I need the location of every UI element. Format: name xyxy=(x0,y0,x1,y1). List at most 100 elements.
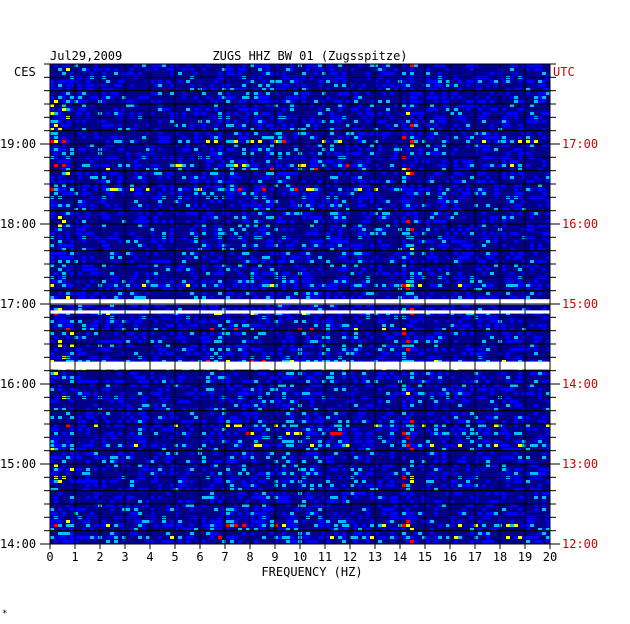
spectrogram-cell xyxy=(246,424,250,427)
spectrogram-cell xyxy=(270,72,274,75)
spectrogram-cell xyxy=(66,68,70,71)
spectrogram-cell xyxy=(266,208,270,211)
spectrogram-cell xyxy=(414,112,418,115)
spectrogram-cell xyxy=(338,424,342,427)
spectrogram-cell xyxy=(222,172,226,175)
spectrogram-cell xyxy=(182,400,186,403)
spectrogram-cell xyxy=(266,392,270,395)
spectrogram-cell xyxy=(306,340,310,343)
spectrogram-cell xyxy=(430,212,434,215)
spectrogram-cell xyxy=(438,340,442,343)
spectrogram-cell xyxy=(202,124,206,127)
spectrogram-cell xyxy=(78,204,82,207)
spectrogram-cell xyxy=(486,360,490,363)
spectrogram-cell xyxy=(434,384,438,387)
spectrogram-cell xyxy=(502,176,506,179)
spectrogram-cell xyxy=(354,332,358,335)
spectrogram-cell xyxy=(370,344,374,347)
spectrogram-cell xyxy=(318,68,322,71)
spectrogram-cell xyxy=(454,392,458,395)
spectrogram-cell xyxy=(74,128,78,131)
spectrogram-cell xyxy=(226,424,230,427)
spectrogram-cell xyxy=(470,428,474,431)
spectrogram-cell xyxy=(318,440,322,443)
spectrogram-cell xyxy=(342,372,346,375)
spectrogram-cell xyxy=(50,252,54,255)
spectrogram-cell xyxy=(282,136,286,139)
spectrogram-cell xyxy=(290,108,294,111)
spectrogram-cell xyxy=(518,360,522,363)
spectrogram-cell xyxy=(78,148,82,151)
spectrogram-cell xyxy=(154,424,158,427)
spectrogram-cell xyxy=(290,192,294,195)
spectrogram-cell xyxy=(434,228,438,231)
spectrogram-cell xyxy=(246,412,250,415)
spectrogram-cell xyxy=(326,140,330,143)
spectrogram-cell xyxy=(322,100,326,103)
spectrogram-cell xyxy=(214,304,218,307)
spectrogram-cell xyxy=(346,148,350,151)
spectrogram-cell xyxy=(94,136,98,139)
spectrogram-cell xyxy=(482,260,486,263)
spectrogram-cell xyxy=(310,424,314,427)
spectrogram-cell xyxy=(250,424,254,427)
spectrogram-cell xyxy=(262,120,266,123)
spectrogram-cell xyxy=(166,68,170,71)
spectrogram-cell xyxy=(426,440,430,443)
spectrogram-cell xyxy=(242,148,246,151)
spectrogram-cell xyxy=(282,408,286,411)
spectrogram-cell xyxy=(142,220,146,223)
spectrogram-cell xyxy=(234,216,238,219)
spectrogram-cell xyxy=(330,204,334,207)
spectrogram-cell xyxy=(482,168,486,171)
spectrogram-cell xyxy=(470,380,474,383)
spectrogram-cell xyxy=(454,232,458,235)
spectrogram-cell xyxy=(358,164,362,167)
spectrogram-cell xyxy=(402,184,406,187)
spectrogram-cell xyxy=(374,292,378,295)
spectrogram-cell xyxy=(82,392,86,395)
spectrogram-cell xyxy=(478,348,482,351)
spectrogram-cell xyxy=(54,88,58,91)
spectrogram-cell xyxy=(402,260,406,263)
spectrogram-cell xyxy=(346,152,350,155)
spectrogram-cell xyxy=(402,80,406,83)
spectrogram-cell xyxy=(114,172,118,175)
spectrogram-cell xyxy=(162,232,166,235)
spectrogram-cell xyxy=(210,388,214,391)
spectrogram-cell xyxy=(82,228,86,231)
spectrogram-cell xyxy=(426,88,430,91)
spectrogram-cell xyxy=(158,204,162,207)
spectrogram-cell xyxy=(454,124,458,127)
spectrogram-cell xyxy=(446,84,450,87)
spectrogram-cell xyxy=(74,232,78,235)
spectrogram-cell xyxy=(282,404,286,407)
spectrogram-cell xyxy=(262,144,266,147)
spectrogram-cell xyxy=(102,440,106,443)
spectrogram-cell xyxy=(210,280,214,283)
spectrogram-cell xyxy=(286,84,290,87)
spectrogram-cell xyxy=(150,144,154,147)
spectrogram-cell xyxy=(194,176,198,179)
spectrogram-cell xyxy=(186,140,190,143)
spectrogram-cell xyxy=(86,360,90,363)
spectrogram-cell xyxy=(514,288,518,291)
spectrogram-cell xyxy=(130,68,134,71)
spectrogram-cell xyxy=(130,112,134,115)
spectrogram-cell xyxy=(546,212,550,215)
spectrogram-cell xyxy=(90,452,94,455)
spectrogram-cell xyxy=(174,144,178,147)
spectrogram-cell xyxy=(102,100,106,103)
spectrogram-cell xyxy=(510,348,514,351)
spectrogram-cell xyxy=(514,192,518,195)
spectrogram-cell xyxy=(226,244,230,247)
spectrogram-cell xyxy=(278,264,282,267)
spectrogram-cell xyxy=(162,240,166,243)
spectrogram-cell xyxy=(230,352,234,355)
spectrogram-cell xyxy=(474,148,478,151)
spectrogram-cell xyxy=(62,160,66,163)
spectrogram-cell xyxy=(434,88,438,91)
spectrogram-cell xyxy=(158,92,162,95)
spectrogram-cell xyxy=(434,460,438,463)
spectrogram-cell xyxy=(430,444,434,447)
